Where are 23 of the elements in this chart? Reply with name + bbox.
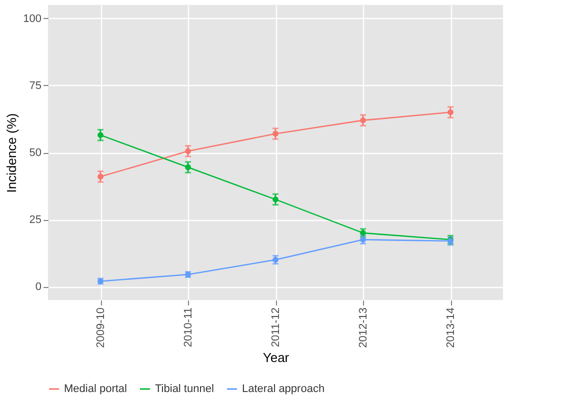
point	[272, 130, 278, 137]
legend-label: Medial portal	[64, 383, 127, 395]
x-tick-label: 2012-13	[358, 308, 370, 348]
point	[272, 196, 278, 202]
x-tick-label: 2010-11	[182, 308, 194, 348]
point	[185, 148, 191, 154]
point	[98, 174, 104, 180]
y-tick-label: 25	[29, 214, 42, 226]
y-tick-label: 100	[23, 12, 42, 25]
x-tick-label: 2011-12	[270, 308, 282, 348]
x-axis-title: Year	[262, 350, 290, 365]
y-tick-label: 0	[35, 281, 42, 294]
y-tick-label: 50	[29, 147, 42, 159]
y-axis-title: Incidence (%)	[4, 113, 20, 193]
point	[185, 164, 191, 170]
x-tick-label: 2009-10	[95, 308, 107, 348]
legend-label: Tibial tunnel	[155, 383, 214, 395]
point	[98, 132, 104, 138]
point	[360, 117, 366, 124]
legend-label: Lateral approach	[242, 383, 325, 395]
y-tick-label: 75	[29, 80, 42, 92]
x-tick-label: 2013-14	[445, 308, 457, 348]
point	[448, 109, 454, 116]
